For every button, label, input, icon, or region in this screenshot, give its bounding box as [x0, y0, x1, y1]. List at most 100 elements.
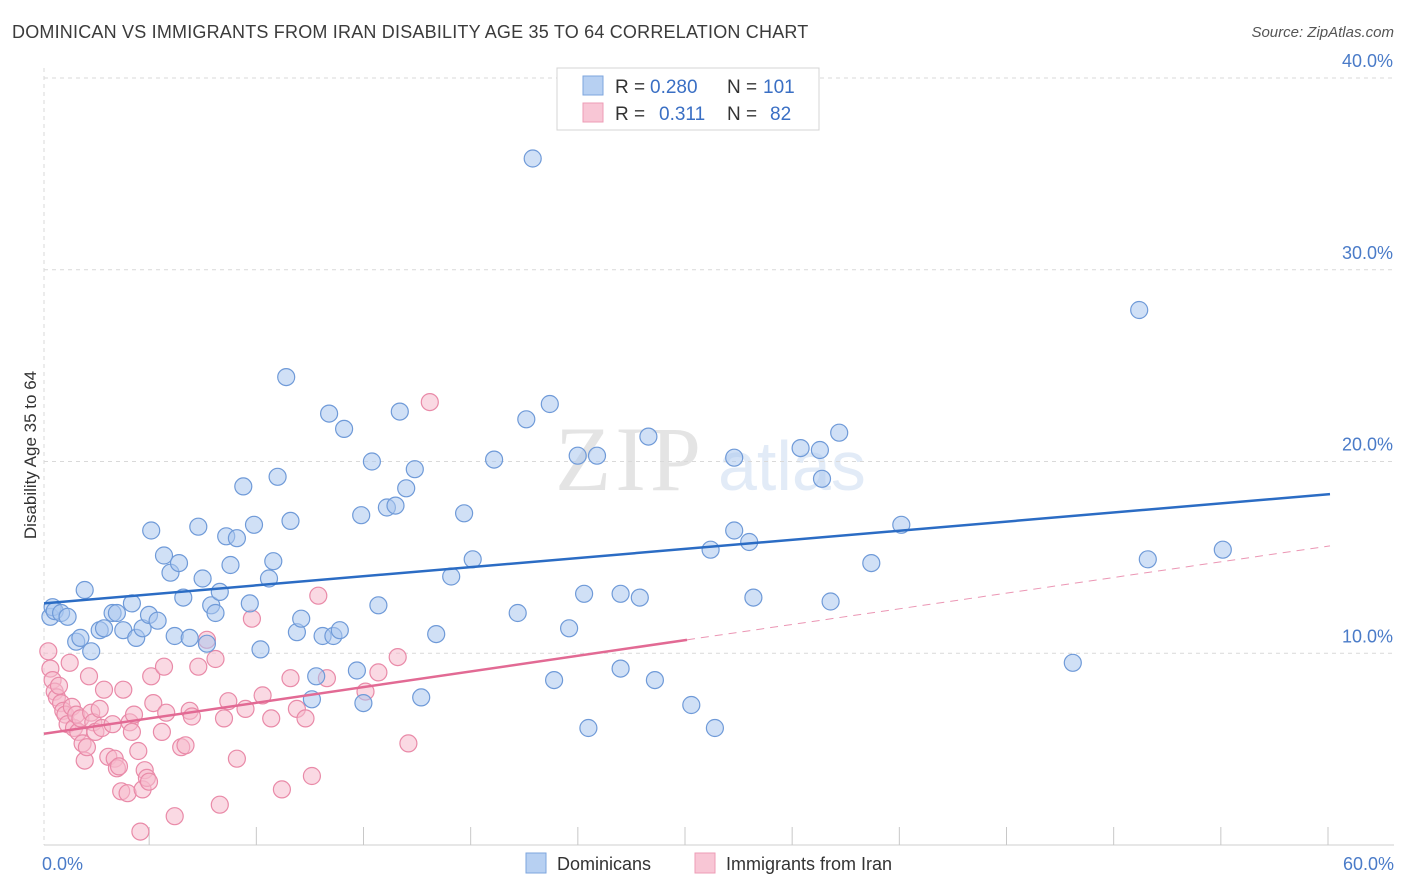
chart-title: DOMINICAN VS IMMIGRANTS FROM IRAN DISABI…: [12, 22, 809, 42]
dominicans-point-53: [347, 661, 366, 680]
dominicans-point-69: [508, 603, 527, 623]
y-axis-label: Disability Age 35 to 64: [21, 371, 40, 539]
bottom-legend-swatch-dominicans: [525, 852, 547, 874]
dominicans-point-73: [544, 670, 564, 690]
legend-n-value-dominicans: 101: [763, 77, 795, 98]
iran-point-48: [165, 807, 184, 826]
dominicans-point-35: [234, 477, 253, 496]
dominicans-point-57: [369, 596, 388, 615]
dominicans-point-68: [485, 450, 504, 469]
legend-r-label-dominicans: R =: [615, 77, 645, 98]
dominicans-point-83: [645, 670, 665, 690]
dominicans-point-8: [82, 642, 101, 661]
source-label: Source: ZipAtlas.com: [1251, 24, 1394, 41]
iran-point-44: [144, 693, 163, 713]
iran-point-38: [131, 822, 150, 841]
dominicans-point-85: [701, 540, 720, 559]
dominicans-point-90: [744, 588, 763, 607]
y-tick-labels: 10.0% 20.0% 30.0% 40.0%: [1342, 51, 1393, 646]
dominicans-point-49: [320, 404, 339, 423]
dominicans-point-86: [705, 718, 725, 738]
iran-point-53: [189, 657, 208, 676]
dominicans-point-4: [58, 607, 77, 626]
y-tick-label-40: 40.0%: [1342, 51, 1393, 71]
iran-point-73: [388, 647, 407, 667]
dominicans-point-77: [579, 718, 598, 738]
dominicans-point-65: [442, 567, 461, 586]
dominicans-point-45: [292, 609, 311, 628]
x-ticks: [148, 827, 1329, 845]
series-legend: Dominicans Immigrants from Iran: [525, 852, 892, 874]
dominicans-point-96: [862, 553, 881, 573]
dominicans-point-72: [540, 394, 559, 414]
iran-point-35: [122, 722, 141, 742]
dominicans-point-82: [639, 427, 658, 446]
legend-r-label-iran: R =: [615, 104, 645, 125]
dominicans-point-60: [390, 402, 409, 421]
dominicans-point-24: [174, 588, 193, 607]
dominicans-point-64: [427, 624, 446, 644]
dominicans-point-70: [517, 410, 536, 429]
x-tick-label-max: 60.0%: [1343, 854, 1394, 874]
dominicans-point-12: [107, 603, 127, 623]
legend-r-value-iran: 0.311: [659, 104, 705, 125]
iran-point-32: [114, 680, 133, 699]
series-immigrants-from-iran: [39, 393, 439, 841]
dominicans-point-80: [611, 659, 630, 678]
series-dominicans: [41, 149, 1232, 738]
iran-point-19: [79, 667, 99, 686]
bottom-legend-label-dominicans: Dominicans: [557, 854, 651, 874]
iran-point-42: [139, 772, 159, 791]
dominicans-point-38: [251, 640, 270, 659]
dominicans-point-28: [197, 634, 216, 653]
dominicans-point-47: [307, 667, 326, 686]
dominicans-point-26: [189, 517, 208, 536]
legend-r-value-dominicans: 0.280: [650, 77, 698, 98]
dominicans-point-19: [148, 611, 167, 630]
dominicans-point-51: [330, 621, 349, 640]
y-tick-label-10: 10.0%: [1342, 626, 1393, 646]
dominicans-point-62: [405, 460, 424, 479]
bottom-legend-label-iran: Immigrants from Iran: [726, 854, 892, 874]
bottom-legend-swatch-iran: [694, 852, 716, 874]
dominicans-point-27: [193, 569, 212, 588]
iran-point-23: [90, 699, 109, 719]
iran-point-10: [60, 653, 79, 672]
dominicans-point-33: [221, 555, 240, 575]
iran-point-30: [109, 757, 129, 776]
legend-n-label-iran: N =: [727, 104, 757, 125]
iran-point-5: [49, 676, 69, 695]
iran-point-43: [142, 667, 161, 686]
y-tick-label-20: 20.0%: [1342, 435, 1393, 455]
iran-point-64: [272, 780, 291, 799]
dominicans-point-42: [277, 368, 296, 387]
iran-point-74: [399, 734, 418, 753]
dominicans-point-23: [169, 553, 189, 573]
iran-point-45: [152, 722, 171, 742]
dominicans-point-71: [523, 149, 542, 168]
x-tick-label-min: 0.0%: [42, 854, 83, 874]
trend-line-iran: [43, 638, 688, 736]
dominicans-point-91: [791, 439, 810, 458]
iran-point-65: [281, 669, 300, 688]
dominicans-point-54: [352, 506, 371, 525]
iran-point-56: [210, 795, 229, 814]
dominicans-point-76: [574, 584, 594, 603]
trend-line-dominicans: [43, 492, 1331, 605]
iran-point-75: [420, 393, 439, 412]
dominicans-point-93: [812, 469, 832, 488]
iran-point-59: [227, 749, 246, 768]
dominicans-point-63: [412, 688, 431, 707]
dominicans-point-20: [154, 546, 174, 565]
iran-point-46: [154, 657, 174, 676]
dominicans-point-81: [630, 588, 649, 607]
x-tick-labels: 0.0% 60.0%: [42, 854, 1394, 874]
iran-point-67: [296, 709, 315, 728]
iran-point-61: [242, 609, 261, 628]
trend-line-iran-extension: [686, 545, 1331, 641]
dominicans-point-99: [1130, 300, 1149, 320]
dominicans-point-34: [227, 529, 246, 548]
iran-point-37: [129, 741, 148, 761]
dominicans-point-59: [386, 496, 405, 515]
